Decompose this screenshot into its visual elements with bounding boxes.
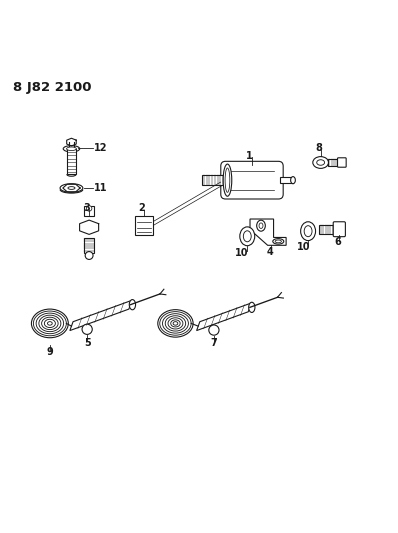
Circle shape — [209, 325, 219, 335]
Text: 3: 3 — [84, 203, 90, 213]
Ellipse shape — [259, 223, 263, 229]
Ellipse shape — [273, 239, 284, 244]
Ellipse shape — [291, 176, 295, 184]
Ellipse shape — [173, 321, 178, 325]
Bar — [84, 238, 94, 253]
Text: 4: 4 — [266, 247, 273, 256]
Polygon shape — [80, 220, 99, 235]
FancyBboxPatch shape — [338, 158, 346, 167]
Ellipse shape — [60, 184, 83, 192]
Ellipse shape — [300, 222, 316, 240]
Circle shape — [86, 206, 92, 211]
Ellipse shape — [257, 220, 265, 231]
Ellipse shape — [66, 147, 76, 150]
Ellipse shape — [240, 227, 255, 246]
FancyBboxPatch shape — [135, 216, 154, 235]
Ellipse shape — [304, 225, 312, 237]
FancyBboxPatch shape — [333, 222, 345, 237]
Polygon shape — [70, 300, 132, 330]
Polygon shape — [250, 219, 286, 245]
Ellipse shape — [225, 168, 230, 192]
Ellipse shape — [129, 300, 136, 310]
Ellipse shape — [275, 240, 281, 243]
Text: 9: 9 — [47, 348, 53, 358]
Text: 8: 8 — [316, 143, 322, 152]
Ellipse shape — [317, 160, 325, 165]
Bar — [84, 206, 94, 216]
Text: 2: 2 — [139, 204, 146, 213]
Ellipse shape — [223, 164, 232, 196]
Text: 5: 5 — [84, 337, 90, 348]
Text: 12: 12 — [94, 143, 107, 153]
Polygon shape — [197, 303, 252, 330]
Text: 10: 10 — [297, 243, 311, 252]
Ellipse shape — [249, 302, 255, 312]
Bar — [281, 177, 293, 183]
Text: 11: 11 — [94, 183, 107, 193]
Bar — [67, 149, 76, 174]
Text: 1: 1 — [246, 151, 253, 161]
Text: 10: 10 — [236, 248, 249, 258]
FancyBboxPatch shape — [221, 161, 283, 199]
Bar — [202, 175, 224, 185]
Text: 6: 6 — [335, 237, 341, 247]
Text: 7: 7 — [211, 338, 217, 349]
Ellipse shape — [313, 157, 328, 168]
Circle shape — [85, 252, 93, 260]
Ellipse shape — [68, 187, 75, 189]
Circle shape — [82, 324, 92, 334]
Bar — [320, 224, 334, 234]
Bar — [328, 159, 339, 166]
Ellipse shape — [63, 146, 80, 152]
Text: 8 J82 2100: 8 J82 2100 — [13, 82, 91, 94]
Ellipse shape — [243, 231, 251, 242]
Ellipse shape — [47, 321, 52, 325]
